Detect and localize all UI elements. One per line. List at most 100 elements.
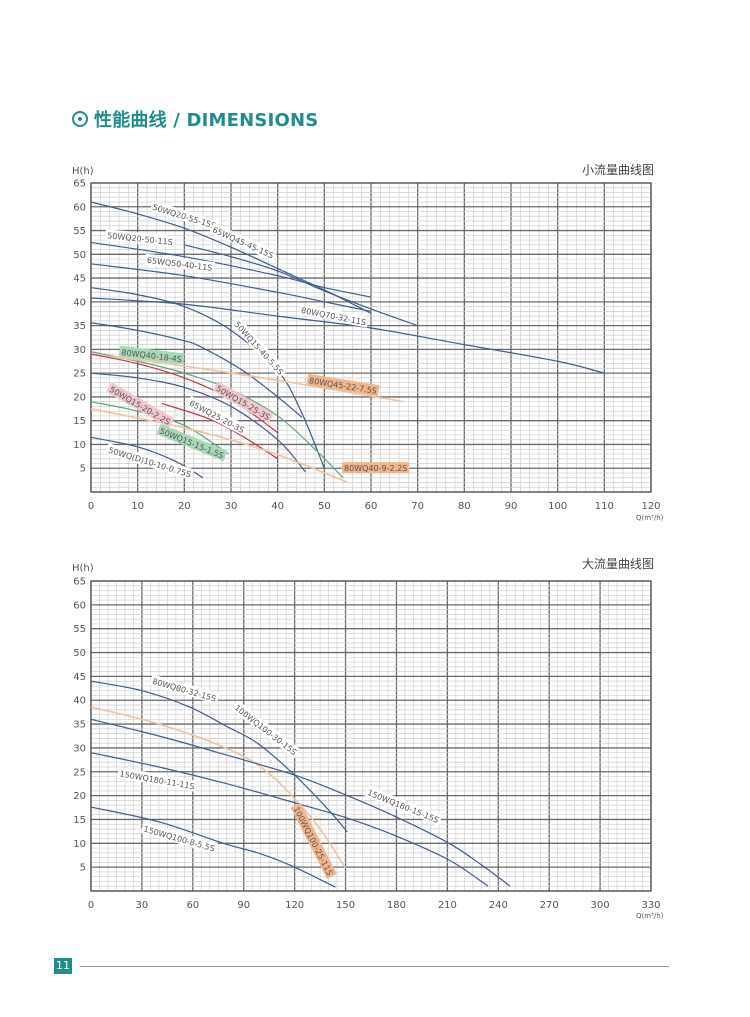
x-tick-label: 120 xyxy=(285,900,304,911)
x-tick-label: 270 xyxy=(540,900,559,911)
section-title-text: 性能曲线 / DIMENSIONS xyxy=(94,110,319,131)
series-label-bg xyxy=(290,802,337,879)
chart2-xlabel: Q(m³/h) xyxy=(636,912,664,920)
series-label-bg xyxy=(186,395,249,437)
series-line xyxy=(90,408,348,484)
y-tick-label: 50 xyxy=(73,250,86,261)
series-line xyxy=(90,680,348,833)
y-tick-label: 35 xyxy=(73,720,86,731)
y-tick-label: 50 xyxy=(73,648,86,659)
chart2-ylabel: H(h) xyxy=(72,563,94,574)
series-line xyxy=(90,706,347,869)
series-line xyxy=(90,286,325,469)
series-line xyxy=(90,322,303,418)
series-label-text: 50WQ15-15-1.5S xyxy=(158,427,225,461)
chart-1: 0 10 20 30 40 50 60 70 80 90 100 110 120 5 10 15 20 25 30 3… xyxy=(73,179,660,513)
series-line xyxy=(90,718,511,887)
series-label-bg xyxy=(342,462,410,474)
y-tick-label: 20 xyxy=(73,392,86,403)
y-tick-label: 35 xyxy=(73,321,86,332)
footer-divider xyxy=(80,966,669,967)
series-label: 65WQ50-40-11S xyxy=(144,253,216,274)
plot-frame xyxy=(90,182,652,493)
y-tick-label: 55 xyxy=(73,226,86,237)
y-tick-label: 65 xyxy=(73,179,86,190)
y-tick-label: 45 xyxy=(73,274,86,285)
x-tick-label: 110 xyxy=(595,501,614,512)
y-tick-label: 5 xyxy=(80,464,86,475)
section-title: 性能曲线 / DIMENSIONS xyxy=(72,106,318,132)
y-tick-label: 25 xyxy=(73,369,86,380)
series-label-bg xyxy=(231,700,301,759)
series-label-text: 80WQ40-9-2.2S xyxy=(344,464,407,473)
x-tick-label: 10 xyxy=(131,501,144,512)
series-line xyxy=(90,353,404,403)
x-tick-label: 60 xyxy=(365,501,378,512)
y-tick-label: 30 xyxy=(73,743,86,754)
y-tick-label: 30 xyxy=(73,345,86,356)
x-tick-label: 50 xyxy=(318,501,331,512)
page-number: 11 xyxy=(54,958,72,974)
series-line xyxy=(90,806,336,888)
chart1-ylabel: H(h) xyxy=(72,166,94,177)
chart2-title: 大流量曲线图 xyxy=(582,557,655,571)
x-tick-label: 180 xyxy=(387,900,406,911)
y-tick-label: 10 xyxy=(73,839,86,850)
series-line xyxy=(90,201,372,314)
x-tick-label: 80 xyxy=(458,501,471,512)
x-tick-label: 100 xyxy=(548,501,567,512)
series-label-bg xyxy=(364,785,443,826)
y-tick-label: 40 xyxy=(73,696,86,707)
series-label: 80WQ40-9-2.2S xyxy=(342,462,410,474)
x-tick-label: 120 xyxy=(641,501,660,512)
series-label-bg xyxy=(149,200,220,232)
series-label-bg xyxy=(306,373,380,397)
x-tick-label: 330 xyxy=(641,900,660,911)
series-line xyxy=(90,372,307,473)
y-tick-label: 15 xyxy=(73,416,86,427)
circle-dot-icon xyxy=(72,111,88,127)
chart1-title: 小流量曲线图 xyxy=(582,163,655,177)
series-label: 150WQ180-11-11S xyxy=(116,767,198,792)
y-tick-label: 55 xyxy=(73,624,86,635)
x-tick-label: 90 xyxy=(505,501,518,512)
x-tick-label: 240 xyxy=(489,900,508,911)
x-tick-label: 90 xyxy=(237,900,250,911)
y-tick-label: 5 xyxy=(80,863,86,874)
y-tick-label: 25 xyxy=(73,767,86,778)
x-tick-label: 0 xyxy=(88,900,94,911)
y-tick-label: 40 xyxy=(73,297,86,308)
series-line xyxy=(90,241,372,298)
y-tick-label: 60 xyxy=(73,600,86,611)
y-tick-label: 15 xyxy=(73,815,86,826)
series-line xyxy=(184,244,418,327)
x-tick-label: 210 xyxy=(438,900,457,911)
series-label-bg xyxy=(149,674,220,705)
x-tick-label: 20 xyxy=(178,501,191,512)
series-label-bg xyxy=(104,229,176,248)
series-label-bg xyxy=(156,423,228,462)
x-tick-label: 150 xyxy=(336,900,355,911)
plot-frame xyxy=(90,580,652,892)
series-label-bg xyxy=(144,253,216,274)
series-label-bg xyxy=(105,443,195,480)
x-tick-label: 300 xyxy=(591,900,610,911)
series-line xyxy=(90,297,605,374)
x-tick-label: 30 xyxy=(225,501,238,512)
chart1-xlabel: Q(m³/h) xyxy=(636,514,664,522)
y-tick-label: 60 xyxy=(73,202,86,213)
series-line xyxy=(90,263,372,312)
series-line xyxy=(90,752,489,887)
x-tick-label: 0 xyxy=(88,501,94,512)
y-tick-label: 65 xyxy=(73,577,86,588)
series-label-bg xyxy=(118,345,185,365)
y-tick-label: 45 xyxy=(73,672,86,683)
x-tick-label: 30 xyxy=(136,900,149,911)
series-label-bg xyxy=(212,381,275,424)
series-label-bg xyxy=(116,767,198,792)
x-tick-label: 40 xyxy=(271,501,284,512)
y-tick-label: 10 xyxy=(73,440,86,451)
y-tick-label: 20 xyxy=(73,791,86,802)
chart-2: 0 30 60 90 120 150 180 210 240 270 300 330 5 10 15 20 25… xyxy=(73,577,660,912)
